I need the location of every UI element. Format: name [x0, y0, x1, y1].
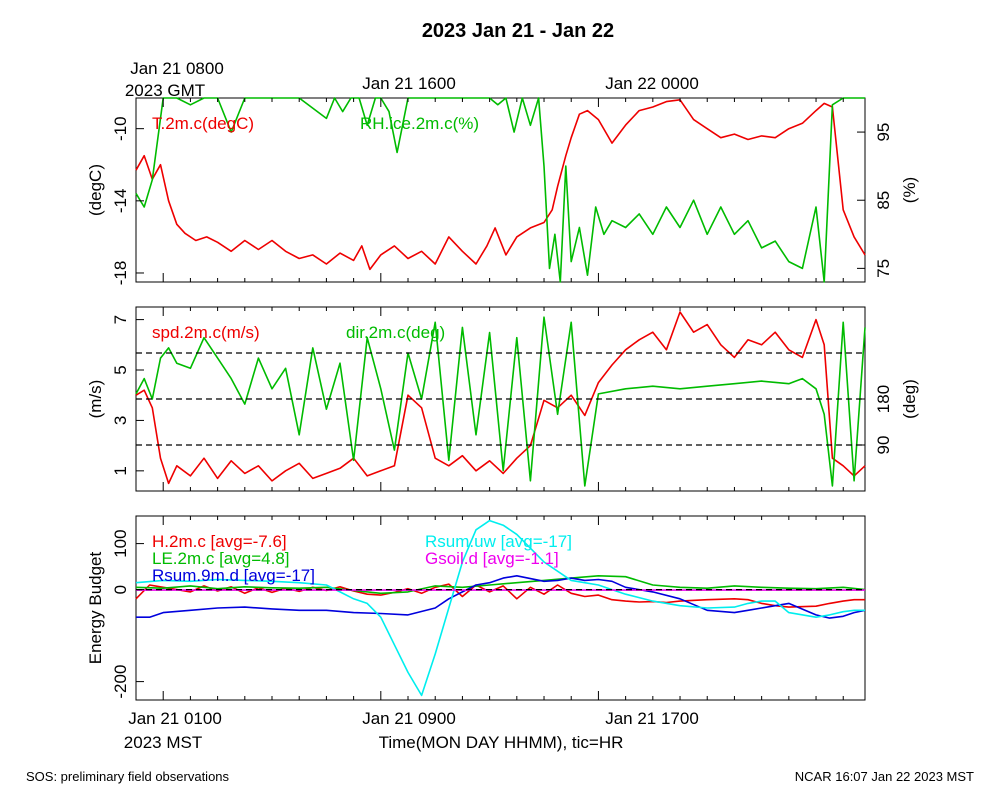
panel-energy-budget-axes: 100 0 -200: [111, 516, 865, 700]
panel-wind: 7 5 3 1 180 90 spd.2m.c(m/s) dir.2m.c(deg) (m…: [86, 306, 919, 492]
series-line-dir-2m-c-deg-: [135, 316, 866, 487]
y-tick-label-left: 100: [111, 529, 130, 557]
rsum9m-legend-label: Rsum.9m.d [avg=-17]: [152, 566, 315, 585]
spd-legend-label: spd.2m.c(m/s): [152, 323, 260, 342]
h-legend-label: H.2m.c [avg=-7.6]: [152, 532, 287, 551]
dir-legend-label: dir.2m.c(deg): [346, 323, 445, 342]
x-axis-label: Time(MON DAY HHMM), tic=HR: [379, 733, 624, 752]
series-line-t-2m-c-degc-: [135, 99, 866, 271]
y-tick-label-right: 90: [874, 436, 893, 455]
gsoil-legend-label: Gsoil.d [avg=-1.1]: [425, 549, 559, 568]
panel-temperature-rh-axes: -10 -14 -18 95 85 75: [111, 98, 893, 285]
panel-energy-budget-frame: [135, 515, 866, 701]
y-tick-label-left: -14: [111, 189, 130, 214]
panel-wind-axes: 7 5 3 1 180 90: [111, 307, 893, 491]
panel-wind-ylabel-right: (deg): [900, 379, 919, 419]
series-line-spd-2m-c-m-s-: [135, 311, 866, 485]
footer-left: SOS: preliminary field observations: [26, 769, 230, 784]
rh-legend-label: RH.ice.2m.c(%): [360, 114, 479, 133]
y-tick-label-left: 1: [111, 466, 130, 475]
panel-wind-series: [135, 311, 866, 487]
footer-right: NCAR 16:07 Jan 22 2023 MST: [795, 769, 974, 784]
panel-temperature-rh-frame: [135, 97, 866, 283]
y-tick-label-left: -200: [111, 665, 130, 699]
panel-energy-budget: 100 0 -200 H.2m.c [avg=-7.6] LE.2m.c [avg=…: [86, 515, 866, 701]
top-time-label-gmt: 2023 GMT: [125, 81, 205, 100]
y-tick-label-left: 0: [111, 585, 130, 594]
panel-energy-budget-ylabel: Energy Budget: [86, 551, 105, 664]
y-tick-label-right: 85: [874, 191, 893, 210]
y-tick-label-left: 3: [111, 416, 130, 425]
series-line-rh-ice-2m-c-: [135, 97, 865, 283]
panel-temperature-rh: -10 -14 -18 95 85 75 T.2m.c(degC) RH.ice.2m.c…: [86, 97, 919, 285]
bottom-time-label-1700: Jan 21 1700: [605, 709, 699, 728]
top-time-label-0000: Jan 22 0000: [605, 74, 699, 93]
panel-temperature-rh-ylabel-left: (degC): [86, 164, 105, 216]
series-line-le-2m-c: [135, 574, 866, 595]
bottom-time-label-0100: Jan 21 0100: [128, 709, 222, 728]
y-tick-label-left: -10: [111, 116, 130, 141]
panel-temperature-rh-series: [135, 97, 866, 283]
bottom-time-label-mst: 2023 MST: [124, 733, 202, 752]
le-legend-label: LE.2m.c [avg=4.8]: [152, 549, 290, 568]
bottom-time-label-0900: Jan 21 0900: [362, 709, 456, 728]
panel-temperature-rh-ylabel-right: (%): [900, 177, 919, 203]
figure-title: 2023 Jan 21 - Jan 22: [422, 20, 614, 42]
y-tick-label-left: 5: [111, 365, 130, 374]
y-tick-label-left: -18: [111, 261, 130, 286]
y-tick-label-right: 95: [874, 123, 893, 142]
top-time-label-0800: Jan 21 0800: [130, 59, 224, 78]
y-tick-label-right: 180: [874, 385, 893, 413]
panel-wind-ylabel-left: (m/s): [86, 380, 105, 419]
series-line-rsum-9m-d: [136, 574, 866, 619]
y-tick-label-left: 7: [111, 315, 130, 324]
rsumuw-legend-label: Rsum.uw [avg=-17]: [425, 532, 572, 551]
t2m-legend-label: T.2m.c(degC): [152, 114, 254, 133]
top-time-label-1600: Jan 21 1600: [362, 74, 456, 93]
series-line-rsum-uw: [135, 519, 865, 697]
y-tick-label-right: 75: [874, 259, 893, 278]
